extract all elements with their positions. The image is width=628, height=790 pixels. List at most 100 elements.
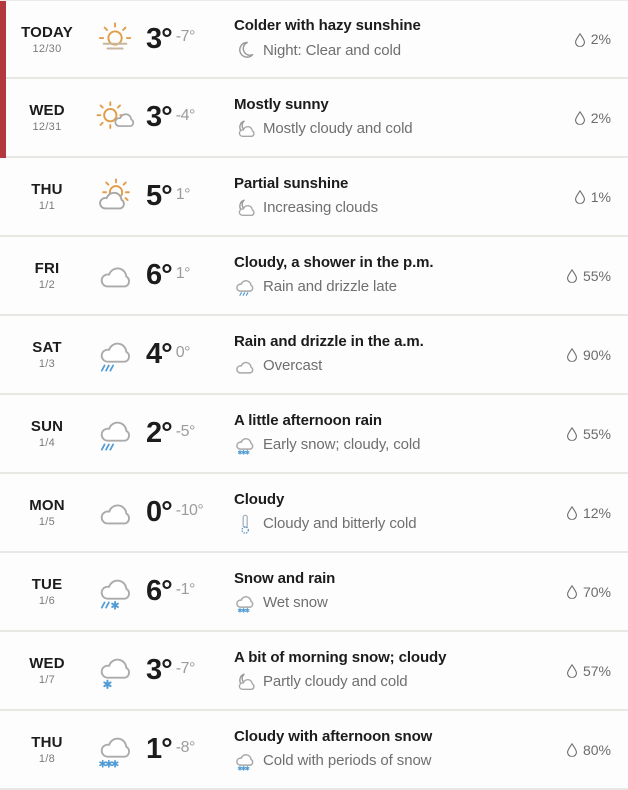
precip-value: 1% [590,188,611,205]
high-temp: 6° [146,259,173,291]
day-name: SAT [32,339,62,356]
day-date: 12/31 [32,121,62,133]
day-date: 1/4 [38,437,56,449]
water-drop-icon [566,663,578,678]
high-temp: 1° [146,733,173,765]
forecast-row[interactable]: SUN 1/4 2° -5° A little afternoon rain E… [0,395,628,474]
snow-cloud-icon [234,592,256,614]
temperature: 3° -4° [144,101,234,134]
precip-value: 12% [582,504,611,521]
description: Partial sunshine Increasing clouds [234,175,574,219]
low-temp: -8° [175,738,196,756]
precipitation: 80% [566,742,628,758]
day-column: FRI 1/2 [0,260,88,291]
forecast-row[interactable]: TODAY 12/30 3° -7° Colder with hazy suns… [0,0,628,79]
hazy-sunshine-icon [88,20,144,58]
precip-value: 2% [590,109,611,126]
temperature: 6° 1° [144,259,234,292]
moon-icon [234,39,256,61]
high-temp: 3° [146,654,173,686]
night-description: Cold with periods of snow [263,752,432,769]
forecast-row[interactable]: THU 1/8 1° -8° Cloudy with afternoon sno… [0,711,628,790]
precip-value: 80% [582,741,611,758]
description: Rain and drizzle in the a.m. Overcast [234,333,566,377]
description: A bit of morning snow; cloudy Partly clo… [234,649,566,693]
day-name: WED [29,102,65,119]
day-column: SAT 1/3 [0,339,88,370]
day-headline: Snow and rain [234,569,336,587]
night-description: Early snow; cloudy, cold [263,436,421,453]
night-description: Rain and drizzle late [263,278,397,295]
precipitation: 1% [574,189,628,205]
water-drop-icon [566,742,578,757]
day-name: SUN [30,418,64,435]
current-day-indicator [0,1,6,79]
forecast-row[interactable]: FRI 1/2 6° 1° Cloudy, a shower in the p.… [0,237,628,316]
rain-snow-mix-icon [88,573,144,611]
forecast-row[interactable]: TUE 1/6 6° -1° Snow and rain Wet snow 70… [0,553,628,632]
water-drop-icon [566,426,578,441]
day-name: MON [29,497,65,514]
precipitation: 55% [566,268,628,284]
precipitation: 57% [566,663,628,679]
forecast-row[interactable]: THU 1/1 5° 1° Partial sunshine Increasin… [0,158,628,237]
day-name: FRI [34,260,60,277]
partly-sunny-icon [88,178,144,216]
high-temp: 2° [146,417,173,449]
night-description: Overcast [263,357,323,374]
precip-value: 57% [582,662,611,679]
forecast-row[interactable]: MON 1/5 0° -10° Cloudy Cloudy and bitter… [0,474,628,553]
night-description: Partly cloudy and cold [263,673,408,690]
water-drop-icon [574,189,586,204]
cloud-moon-icon [234,197,256,219]
precipitation: 12% [566,505,628,521]
temperature: 3° -7° [144,654,234,687]
day-date: 1/2 [38,279,56,291]
day-column: TUE 1/6 [0,576,88,607]
precipitation: 70% [566,584,628,600]
forecast-row[interactable]: WED 1/7 3° -7° A bit of morning snow; cl… [0,632,628,711]
water-drop-icon [566,347,578,362]
day-date: 12/30 [32,42,62,55]
high-temp: 5° [146,180,173,212]
high-temp: 3° [146,101,173,133]
precipitation: 90% [566,347,628,363]
temperature: 0° -10° [144,496,234,529]
low-temp: 1° [175,264,191,282]
forecast-row[interactable]: SAT 1/3 4° 0° Rain and drizzle in the a.… [0,316,628,395]
day-date: 1/1 [38,200,56,212]
temperature: 6° -1° [144,575,234,608]
snow-cloud-icon [88,731,144,769]
day-column: THU 1/8 [0,734,88,765]
description: Mostly sunny Mostly cloudy and cold [234,96,574,140]
low-temp: -10° [175,501,204,519]
water-drop-icon [566,268,578,283]
precip-value: 90% [582,346,611,363]
precip-value: 55% [582,425,611,442]
high-temp: 0° [146,496,173,528]
precip-value: 55% [582,267,611,284]
precip-value: 70% [582,583,611,600]
day-column: THU 1/1 [0,181,88,212]
description: Cloudy, a shower in the p.m. Rain and dr… [234,254,566,298]
day-name: TUE [31,576,63,593]
day-date: 1/5 [38,516,56,528]
precipitation: 2% [574,110,628,126]
cloudy-icon [88,494,144,532]
low-temp: -7° [175,659,196,677]
snow-cloud-icon [234,750,256,772]
cloud-moon-icon [234,671,256,693]
low-temp: 0° [175,343,191,361]
forecast-row[interactable]: WED 12/31 3° -4° Mostly sunny Mostly clo… [0,79,628,158]
light-snow-cloud-icon [88,652,144,690]
day-name: TODAY [21,23,73,41]
day-column: WED 1/7 [0,655,88,686]
description: Colder with hazy sunshine Night: Clear a… [234,17,574,61]
temperature: 1° -8° [144,733,234,766]
low-temp: -1° [175,580,196,598]
high-temp: 6° [146,575,173,607]
rain-cloud-icon [88,336,144,374]
day-headline: Partial sunshine [234,174,349,192]
low-temp: -4° [175,106,196,124]
